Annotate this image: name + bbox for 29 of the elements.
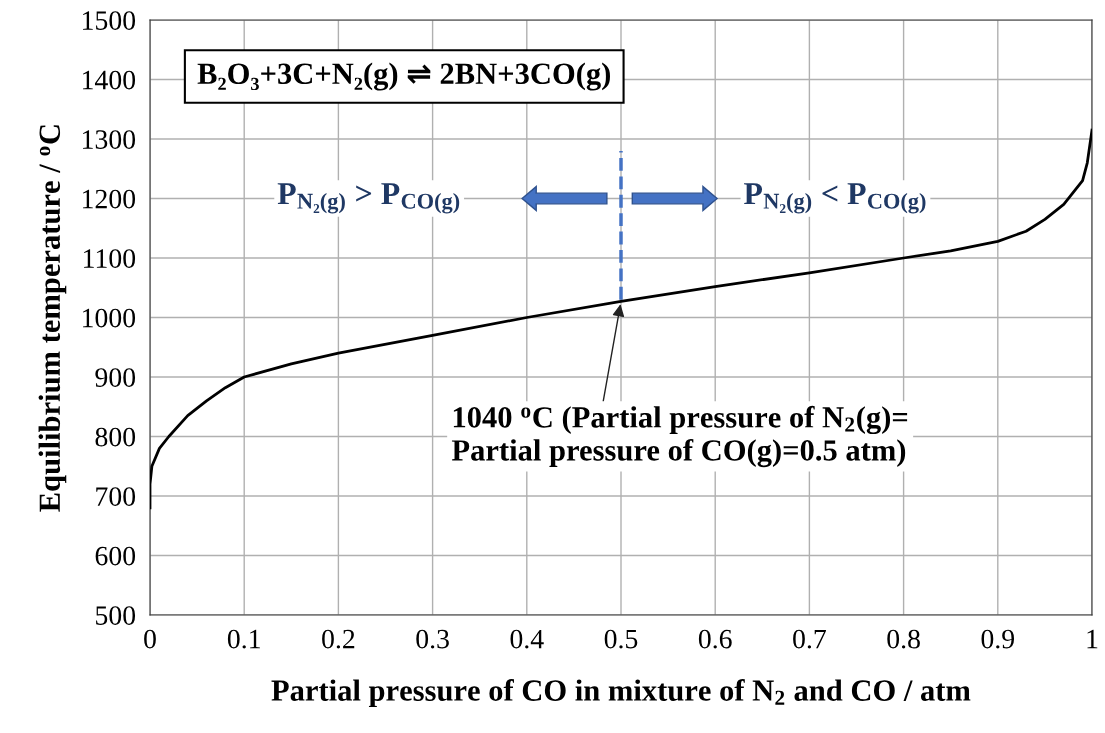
y-tick-label: 1300 bbox=[83, 130, 136, 149]
y-tick-label: 500 bbox=[96, 606, 136, 625]
y-tick-label: 1400 bbox=[83, 70, 136, 90]
y-tick-label: 800 bbox=[95, 427, 136, 447]
x-tick-label: 0.1 bbox=[227, 629, 260, 649]
annotation: P$_{N₂(g)}$ < P$_{CO(g)}$ bbox=[744, 183, 926, 214]
x-tick-label: 0 bbox=[144, 629, 156, 649]
annotation: B₂O₃+3C+N₂(g) ⇌ 2BN+3CO(g) bbox=[197, 62, 610, 91]
annotation: P$_{N₂(g)}$ > P$_{CO(g)}$ bbox=[277, 183, 460, 214]
annotation: 1040 $^{o}$C (Partial pressure of N$_{2}$(g)= Partial pressure of CO(g)=0.5 atm) bbox=[451, 405, 908, 468]
y-tick-label: 1500 bbox=[83, 11, 136, 30]
x-tick-label: 0.9 bbox=[981, 629, 1015, 649]
x-tick-label: 0.2 bbox=[322, 629, 355, 649]
y-tick-label: 900 bbox=[95, 368, 136, 387]
y-axis-title: Equilibrium temperature / $^{o}$C bbox=[38, 125, 67, 512]
x-tick-label: 0.5 bbox=[604, 629, 638, 649]
x-tick-label: 1 bbox=[1087, 629, 1098, 649]
x-tick-label: 0.7 bbox=[793, 629, 826, 649]
x-axis-title: Partial pressure of CO in mixture of N$_{2}$ and CO / atm bbox=[271, 679, 971, 708]
y-tick-label: 600 bbox=[95, 546, 136, 566]
y-tick-label: 1200 bbox=[83, 189, 136, 209]
x-tick-label: 0.6 bbox=[698, 629, 732, 649]
line-series bbox=[150, 128, 1092, 510]
y-tick-label: 1000 bbox=[83, 308, 136, 328]
y-tick-label: 700 bbox=[96, 487, 136, 506]
x-tick-label: 0.3 bbox=[416, 629, 449, 649]
x-tick-label: 0.4 bbox=[510, 629, 544, 649]
y-tick-label: 1100 bbox=[84, 249, 136, 268]
x-tick-label: 0.8 bbox=[887, 629, 920, 649]
